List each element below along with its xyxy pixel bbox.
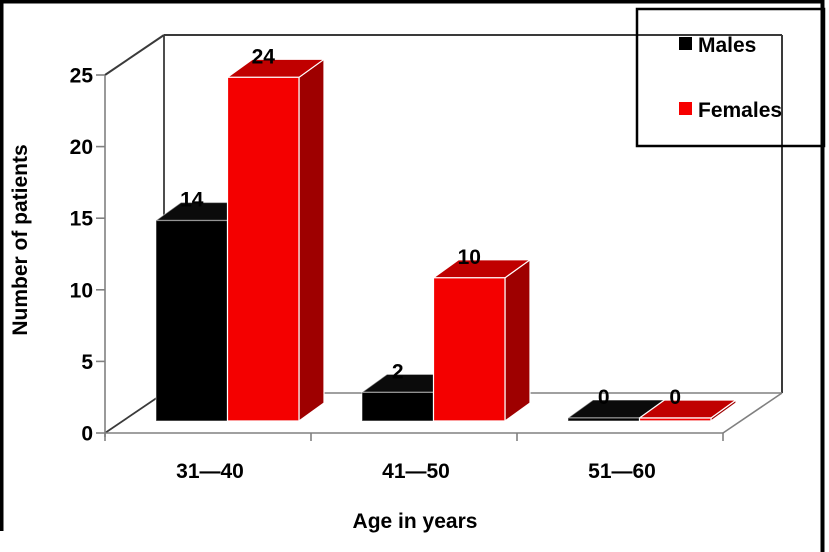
x-axis-ticks: 31—40 41—50 51—60 <box>104 433 724 483</box>
y-tick-label-0: 0 <box>81 423 93 446</box>
bar-females-1 <box>432 259 531 422</box>
bar-front-face <box>155 219 229 422</box>
y-axis-title: Number of patients <box>9 144 32 335</box>
category-label-0: 31—40 <box>176 460 244 483</box>
figure-border-left <box>0 0 4 531</box>
bar-females-0 <box>226 58 325 422</box>
legend-swatch-females <box>679 102 692 115</box>
bar-front-face <box>361 391 435 422</box>
data-label-males-2: 0 <box>598 386 610 409</box>
figure-border-right <box>820 0 825 552</box>
data-label-females-0: 24 <box>252 45 276 68</box>
bar-females-2 <box>638 399 737 422</box>
bar-front-face <box>567 417 641 422</box>
legend-swatch-males <box>679 37 692 50</box>
x-axis-title: Age in years <box>353 510 478 533</box>
y-tick-label-10: 10 <box>70 279 93 302</box>
legend: Males Females <box>635 7 826 148</box>
y-tick-label-20: 20 <box>70 136 93 159</box>
y-tick-label-25: 25 <box>70 65 94 88</box>
bar-side-face <box>298 58 325 422</box>
bars-group <box>155 58 737 422</box>
floor-left-diagonal <box>104 392 165 434</box>
category-label-2: 51—60 <box>588 460 656 483</box>
data-label-males-1: 2 <box>392 360 404 383</box>
legend-label-males: Males <box>698 34 756 57</box>
legend-label-females: Females <box>698 99 782 122</box>
wall-top-left-diagonal <box>104 34 165 76</box>
bar-front-face <box>638 417 712 422</box>
data-label-females-2: 0 <box>669 386 681 409</box>
data-label-males-0: 14 <box>180 189 204 212</box>
figure-border-top <box>0 0 824 4</box>
category-label-1: 41—50 <box>382 460 450 483</box>
bar-front-face <box>432 277 506 422</box>
y-axis-ticks: 0 5 10 15 20 25 <box>70 65 105 446</box>
bar-front-face <box>226 76 300 422</box>
data-labels-group: 14 24 2 10 0 0 <box>180 45 681 409</box>
floor-right-diagonal <box>722 392 783 434</box>
y-tick-label-15: 15 <box>70 208 94 231</box>
data-label-females-1: 10 <box>458 246 481 269</box>
bar-side-face <box>504 259 531 422</box>
y-tick-label-5: 5 <box>81 351 93 374</box>
legend-box <box>635 7 826 148</box>
